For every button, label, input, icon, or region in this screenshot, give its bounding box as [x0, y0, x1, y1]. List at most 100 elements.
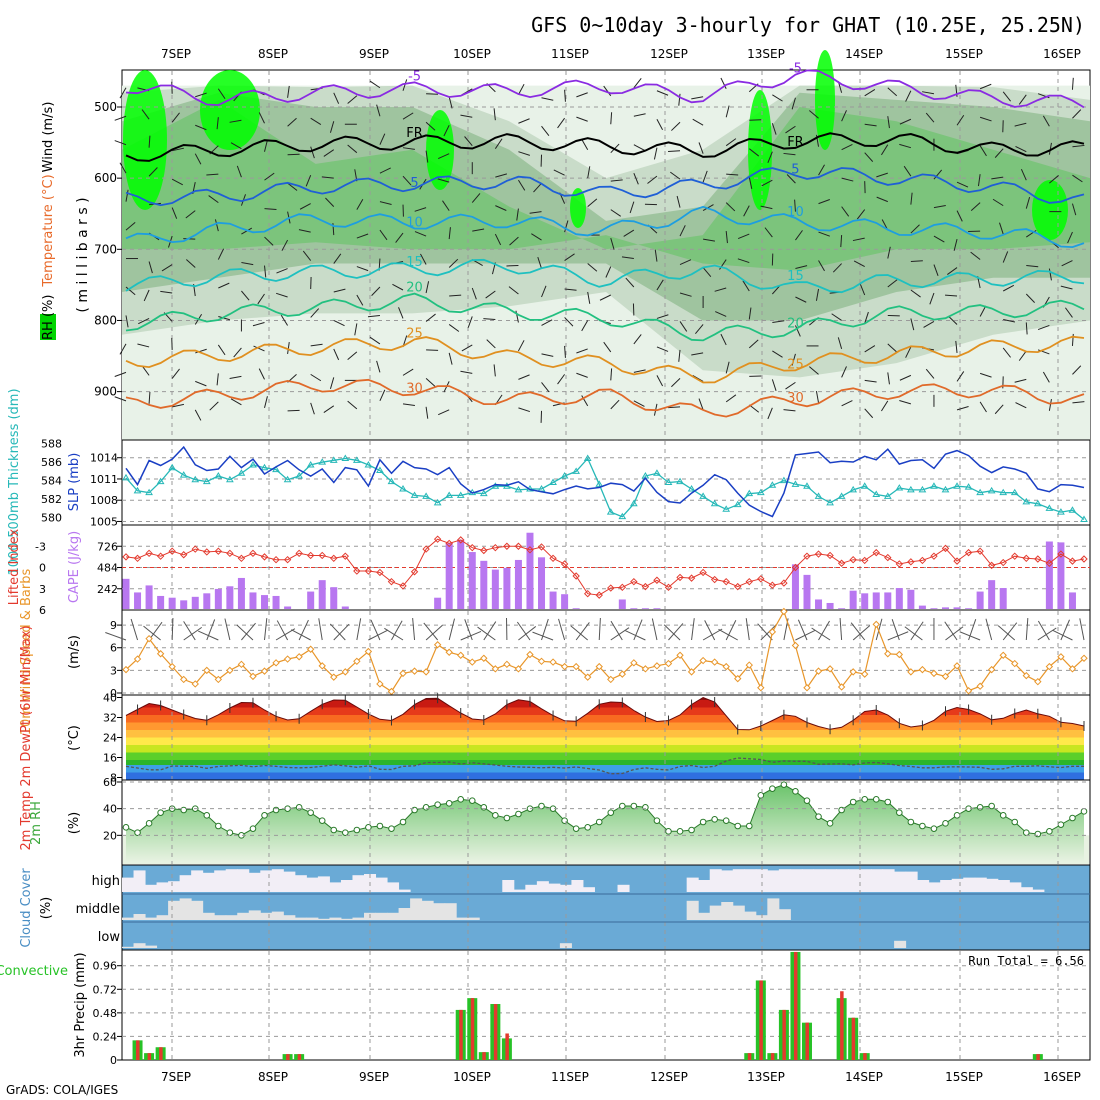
wind10m-point	[145, 634, 153, 643]
wind10m-barb	[464, 619, 473, 641]
wind-barb	[1060, 285, 1073, 290]
cape-bar	[480, 560, 488, 609]
rh2m-point	[330, 826, 338, 834]
li-point	[272, 556, 280, 564]
isotherm-label: -5	[408, 69, 421, 84]
wind-barb	[369, 336, 381, 345]
thickness-point	[306, 460, 315, 468]
cape-bar	[965, 608, 973, 609]
wind-barb	[692, 374, 704, 382]
wind-barb	[171, 112, 180, 123]
wind10m-point	[641, 665, 650, 673]
cloud-cell	[260, 870, 273, 892]
isotherm-label: 15	[406, 255, 423, 270]
wind-barb	[725, 138, 737, 147]
li-point	[780, 579, 788, 587]
isotherm-15	[125, 258, 1085, 294]
precip-conv-bar	[782, 1009, 786, 1060]
li-point	[849, 556, 857, 564]
cape-bar	[561, 594, 569, 609]
wind10m-grid	[122, 611, 1090, 694]
wind10m-point	[676, 651, 684, 659]
rh2m-point	[803, 797, 811, 804]
cape-bar	[630, 608, 638, 609]
cloud-cell	[317, 918, 330, 920]
wind-barb	[518, 374, 530, 380]
thickness-point	[883, 492, 892, 499]
li-point	[814, 550, 823, 558]
wind-barb	[581, 139, 589, 150]
cloud-cell	[744, 911, 757, 920]
precip-conv-bar	[793, 951, 798, 1060]
wind-barb	[1015, 402, 1027, 409]
wind-barb	[905, 90, 912, 102]
cloud-cell	[732, 869, 745, 892]
wind10m-barb	[757, 623, 773, 641]
wind-barb	[564, 345, 566, 358]
wind-barb	[148, 167, 158, 177]
cloud-cell	[513, 889, 526, 892]
wind-barb	[610, 399, 620, 410]
cloud-cell	[963, 877, 976, 892]
rh2m-point	[607, 809, 615, 816]
rh2m-unit-label: (%)	[67, 812, 82, 835]
rh2m-point	[745, 822, 753, 830]
thickness-point	[364, 460, 373, 468]
li-point	[745, 577, 753, 586]
cloud-cell	[248, 910, 261, 920]
isotherm-label: 25	[406, 326, 423, 341]
wind10m-point	[537, 657, 546, 666]
wind10m-barb	[329, 623, 346, 641]
thickness-axis-label: 1000-500mb Thickness (dm)	[7, 388, 22, 575]
wind10m-point	[895, 650, 904, 659]
rh2m-point	[261, 812, 268, 819]
rh2m-point	[226, 829, 234, 836]
cape-bar	[861, 593, 869, 609]
thickness-tick-label: 588	[41, 438, 62, 451]
wind10m-barb	[236, 624, 254, 641]
wind-barb	[241, 262, 254, 266]
wind-barb	[979, 401, 987, 413]
wind-barb	[726, 173, 739, 176]
thickness-point	[179, 471, 188, 478]
cape-bar	[445, 543, 453, 609]
wind-barb	[809, 366, 819, 375]
wind10m-barb	[1060, 619, 1070, 641]
wind10m-point	[826, 665, 834, 673]
precip-conv-bar	[482, 1052, 486, 1060]
wind10m-point	[780, 607, 788, 616]
wind-barb	[392, 283, 404, 291]
thickness-point	[422, 492, 430, 499]
wind10m-barb	[558, 618, 566, 641]
rh2m-point	[861, 796, 868, 803]
li-point	[560, 560, 569, 568]
wind10m-axis-label: 10m Wind Speed & Barbs	[19, 569, 34, 736]
wind-barb	[354, 323, 358, 336]
date-label-bottom: 9SEP	[359, 1070, 389, 1084]
wind-barb	[541, 319, 553, 326]
cloud-row-label: low	[98, 930, 121, 945]
date-label-top: 13SEP	[747, 47, 785, 61]
li-point	[791, 563, 800, 572]
wind-barb	[438, 409, 450, 416]
wind10m-point	[226, 666, 234, 675]
wind-barb	[347, 144, 358, 154]
cloud-cell	[214, 870, 227, 892]
li-point	[860, 556, 869, 565]
rh2m-point	[365, 824, 372, 831]
li-point	[1068, 557, 1077, 565]
thickness-point	[849, 485, 858, 493]
cloud-axis-label: Cloud Cover	[19, 868, 34, 948]
cape-bar	[653, 608, 661, 609]
cape-bar	[330, 587, 338, 609]
thickness-point	[860, 482, 869, 489]
wind-barb	[748, 307, 752, 320]
wind10m-point	[249, 672, 257, 681]
wind10m-barb	[391, 620, 403, 641]
li-tick-label: -3	[35, 540, 46, 553]
wind10m-barb	[668, 623, 684, 641]
wind10m-barb	[370, 619, 381, 641]
wind-barb	[887, 116, 890, 129]
wind-barb	[994, 148, 1004, 158]
isotherm-label: 30	[787, 391, 804, 406]
